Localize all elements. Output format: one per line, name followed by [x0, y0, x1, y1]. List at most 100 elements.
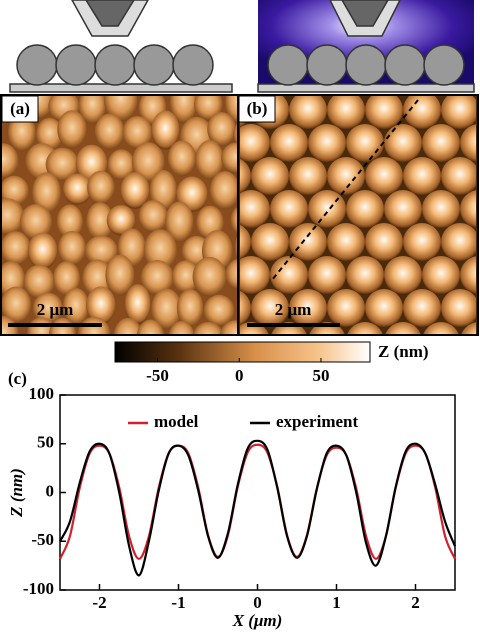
- sphere: [346, 124, 384, 162]
- sphere: [270, 124, 308, 162]
- sphere: [270, 190, 308, 228]
- y-tick-label: 0: [46, 481, 55, 500]
- sphere: [327, 96, 365, 129]
- grain: [209, 171, 237, 210]
- sphere: [441, 289, 476, 327]
- panel-label: (b): [247, 99, 268, 118]
- grain: [167, 140, 197, 177]
- grain: [136, 319, 165, 334]
- series-line: [59, 439, 457, 577]
- grain: [176, 289, 204, 327]
- label-box: [1, 95, 39, 123]
- sphere: [385, 322, 421, 334]
- grain: [105, 254, 135, 296]
- grain: [221, 142, 237, 174]
- grain: [56, 204, 84, 239]
- grain: [7, 114, 36, 152]
- grain: [86, 202, 114, 241]
- sphere: [365, 289, 403, 327]
- x-tick-label: -1: [171, 593, 185, 612]
- y-tick-label: 100: [29, 384, 55, 403]
- grain: [140, 259, 174, 296]
- y-tick-label: 50: [37, 433, 54, 452]
- grain: [45, 147, 79, 181]
- grain: [19, 203, 53, 241]
- grain: [2, 286, 32, 324]
- grain: [120, 172, 150, 209]
- grain: [23, 264, 55, 299]
- panel-label: (c): [8, 369, 27, 388]
- sphere: [365, 157, 403, 195]
- grain: [230, 206, 237, 235]
- x-tick-label: 2: [411, 593, 420, 612]
- grain: [151, 288, 182, 330]
- sphere: [240, 290, 251, 326]
- colorbar: [114, 341, 371, 363]
- grain: [203, 294, 235, 327]
- grain: [78, 96, 106, 124]
- diagram-left: [9, 0, 233, 93]
- sphere: [461, 322, 476, 334]
- profile-line: [271, 99, 419, 281]
- grain: [32, 292, 63, 324]
- sphere: [460, 256, 476, 294]
- colorbar-tick-label: -50: [146, 366, 169, 385]
- sphere: [441, 157, 476, 195]
- sphere: [384, 256, 422, 294]
- grain: [2, 143, 19, 179]
- sphere: [422, 124, 460, 162]
- sphere: [251, 223, 289, 261]
- sphere: [423, 322, 459, 334]
- scalebar-label: 2 μm: [37, 300, 74, 319]
- grain: [84, 235, 118, 267]
- sphere: [308, 256, 346, 294]
- sphere: [403, 96, 441, 129]
- colorbar-tick-label: 0: [235, 366, 244, 385]
- sphere: [240, 124, 270, 162]
- diagram-right: [257, 0, 475, 93]
- grain: [86, 286, 116, 325]
- colorbar-label: Z (nm): [378, 342, 429, 361]
- grain: [149, 169, 177, 211]
- grain: [27, 232, 58, 270]
- sphere: [403, 223, 441, 261]
- x-tick-label: 0: [253, 593, 262, 612]
- sphere: [327, 223, 365, 261]
- grain: [53, 261, 81, 296]
- grain: [94, 113, 125, 150]
- sphere: [403, 157, 441, 195]
- sphere: [270, 256, 308, 294]
- grain: [2, 198, 25, 235]
- sphere: [289, 289, 327, 327]
- sphere: [403, 289, 441, 327]
- grain: [138, 200, 168, 233]
- grain: [106, 205, 136, 236]
- grain: [62, 173, 92, 205]
- series-line: [58, 443, 457, 560]
- x-tick-label: 1: [332, 593, 341, 612]
- grain: [171, 260, 200, 294]
- afm-image-a: [2, 96, 237, 334]
- sphere: [384, 190, 422, 228]
- panel-label: (a): [10, 99, 30, 118]
- grain: [193, 322, 224, 334]
- grain: [131, 142, 165, 183]
- sphere: [240, 256, 270, 294]
- grain: [58, 230, 86, 266]
- sphere: [308, 124, 346, 162]
- y-tick-label: -100: [23, 579, 54, 598]
- grain: [225, 96, 237, 124]
- sphere: [240, 158, 251, 194]
- grain: [225, 258, 237, 290]
- sphere: [422, 256, 460, 294]
- grain: [165, 201, 194, 243]
- grain: [36, 117, 64, 151]
- sphere: [365, 96, 403, 129]
- grain: [124, 284, 151, 325]
- grain: [151, 110, 180, 150]
- grain: [234, 236, 237, 259]
- sphere: [422, 190, 460, 228]
- grain: [57, 110, 87, 149]
- legend-label: model: [154, 412, 199, 431]
